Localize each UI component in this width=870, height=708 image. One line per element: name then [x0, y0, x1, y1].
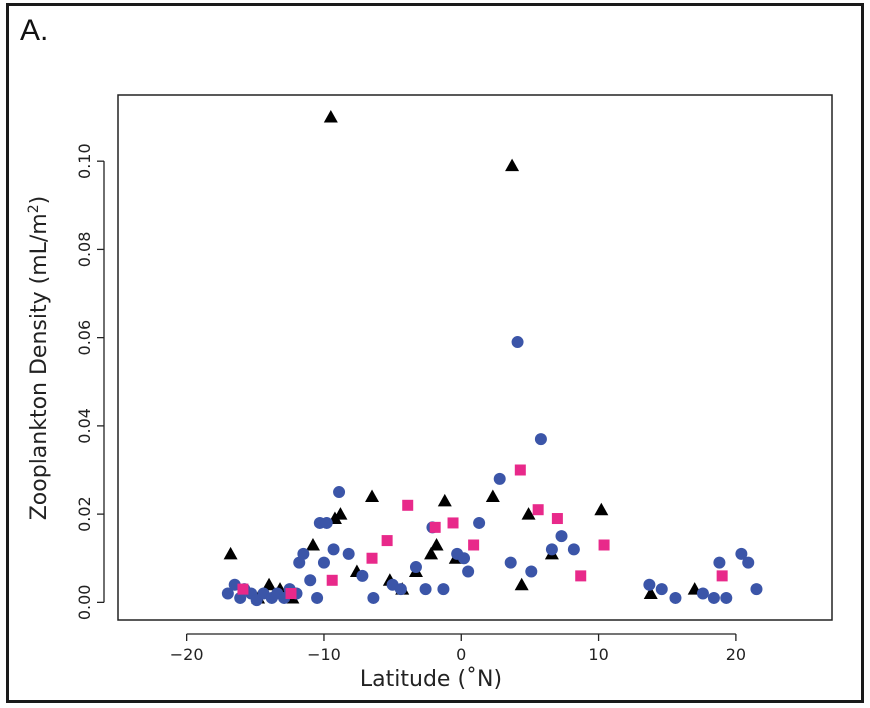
square-point [366, 552, 378, 564]
circle-point [696, 587, 709, 600]
triangle-point [323, 110, 338, 123]
square-point [716, 570, 728, 582]
square-point [237, 583, 249, 595]
y-axis-title: Zooplankton Density (mL/m2) [26, 196, 52, 521]
circle-point [327, 543, 340, 556]
triangle-point [437, 493, 452, 507]
y-tick-label: 0.02 [75, 496, 94, 532]
circle-point [394, 583, 407, 596]
circle-point [643, 578, 656, 591]
square-point [532, 504, 544, 516]
x-tick-label: 10 [588, 645, 608, 664]
circle-point [655, 583, 668, 596]
circle-point [720, 591, 733, 604]
circle-point [317, 556, 330, 569]
x-axis-title: Latitude (˚N) [360, 667, 502, 692]
square-point [285, 588, 297, 600]
circle-point [511, 336, 524, 349]
circle-point [742, 556, 755, 569]
square-point [326, 574, 338, 586]
square-point [598, 539, 610, 551]
x-tick-label: 20 [726, 645, 746, 664]
circle-point [297, 547, 310, 560]
triangle-point [333, 507, 348, 520]
circle-point [311, 591, 324, 604]
triangle-point [305, 538, 320, 551]
circle-point [735, 547, 748, 560]
circle-point [534, 433, 547, 446]
square-point [447, 517, 459, 529]
x-tick-label: −20 [170, 645, 204, 664]
triangle-point [424, 546, 439, 560]
square-point [429, 521, 441, 533]
x-tick-label: −10 [307, 645, 341, 664]
triangle-point [262, 577, 277, 591]
x-tick-label: 0 [456, 645, 466, 664]
square-point [551, 513, 563, 525]
circle-point [462, 565, 475, 578]
y-tick-label: 0.04 [75, 408, 94, 444]
circle-point [437, 583, 450, 596]
circle-point [367, 591, 380, 604]
panel-label: A. [20, 14, 49, 47]
circle-point [473, 516, 486, 529]
circle-point [320, 516, 333, 529]
circle-point [567, 543, 580, 556]
triangle-point [429, 538, 444, 551]
figure-frame [6, 3, 864, 703]
y-tick-label: 0.10 [75, 143, 94, 179]
circle-point [221, 587, 234, 600]
circle-point [504, 556, 517, 569]
square-point [381, 535, 393, 547]
y-tick-label: 0.00 [75, 585, 94, 621]
y-tick-label: 0.08 [75, 232, 94, 268]
square-point [514, 464, 526, 476]
triangle-point [223, 546, 238, 560]
circle-point [419, 583, 432, 596]
plot-area [117, 94, 833, 621]
triangle-point [514, 577, 529, 591]
circle-point [545, 543, 558, 556]
circle-point [750, 583, 763, 596]
triangle-point [505, 158, 520, 172]
circle-point [669, 591, 682, 604]
triangle-point [521, 507, 536, 520]
triangle-point [485, 489, 500, 502]
square-point [468, 539, 480, 551]
circle-point [356, 569, 369, 582]
square-point [402, 499, 414, 511]
circle-point [707, 591, 720, 604]
y-axis: 0.00 0.02 0.04 0.06 0.08 0.10 [75, 143, 105, 621]
circle-point [333, 486, 346, 499]
circle-point [304, 574, 317, 587]
circle-point [458, 552, 471, 565]
circle-point [555, 530, 568, 543]
x-axis: −20 −10 0 10 20 [170, 633, 746, 664]
circle-point [493, 472, 506, 485]
circle-point [713, 556, 726, 569]
triangle-point [643, 586, 658, 600]
y-tick-label: 0.06 [75, 320, 94, 356]
data-points [221, 110, 763, 607]
circle-point [342, 547, 355, 560]
circle-point [409, 561, 422, 574]
triangle-point [365, 489, 380, 502]
triangle-point [594, 502, 609, 516]
square-point [575, 570, 587, 582]
circle-point [525, 565, 538, 578]
